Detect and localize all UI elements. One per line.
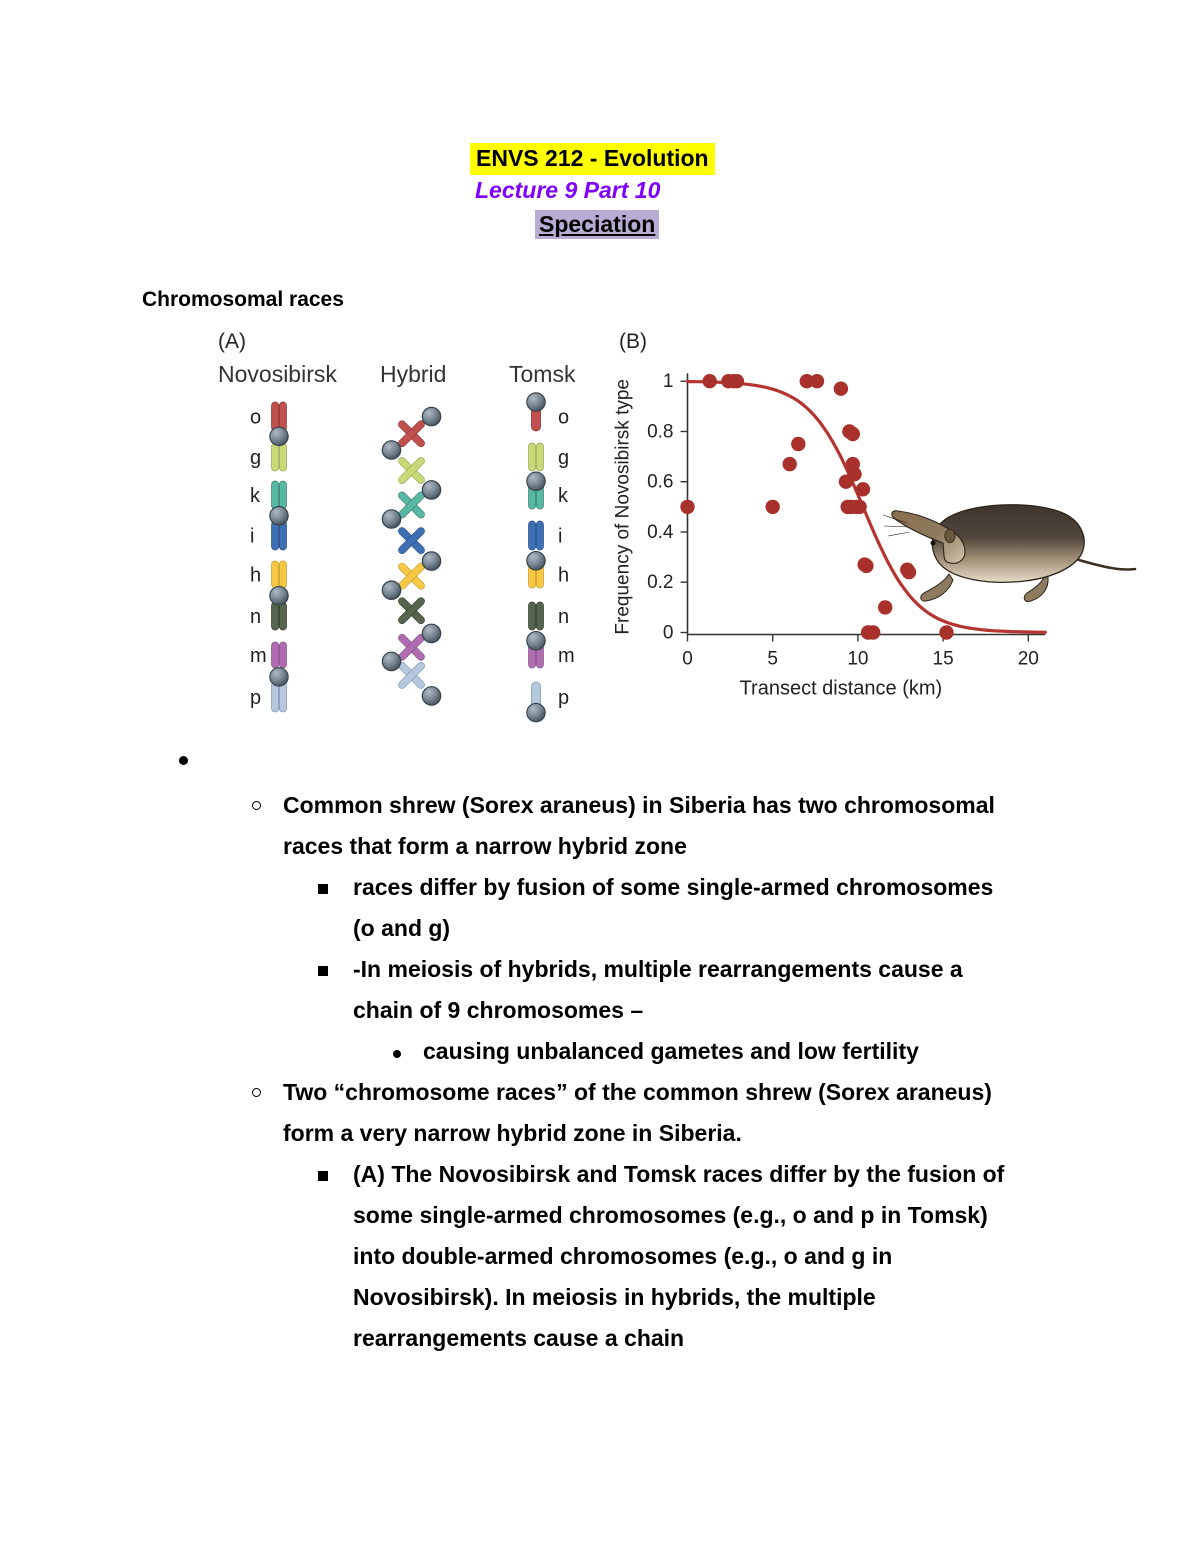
svg-text:Hybrid: Hybrid [380, 361, 446, 387]
svg-text:h: h [558, 565, 569, 587]
svg-text:0.6: 0.6 [647, 472, 673, 493]
svg-text:o: o [558, 407, 569, 429]
svg-text:k: k [250, 485, 261, 507]
svg-text:o: o [250, 407, 261, 429]
svg-text:i: i [558, 526, 562, 548]
svg-text:0: 0 [682, 649, 693, 670]
svg-text:g: g [558, 447, 569, 469]
svg-text:0: 0 [663, 623, 674, 644]
svg-text:p: p [558, 687, 569, 709]
svg-text:10: 10 [847, 649, 868, 670]
svg-text:n: n [558, 606, 569, 628]
svg-text:m: m [250, 645, 267, 667]
svg-text:n: n [250, 606, 261, 628]
svg-text:p: p [250, 687, 261, 709]
svg-text:5: 5 [767, 649, 778, 670]
svg-text:g: g [250, 447, 261, 469]
svg-text:Frequency of Novosibirsk type: Frequency of Novosibirsk type [613, 379, 634, 635]
svg-text:Transect distance (km): Transect distance (km) [740, 678, 943, 700]
svg-text:m: m [558, 645, 575, 667]
svg-text:k: k [558, 485, 569, 507]
svg-text:i: i [250, 526, 254, 548]
svg-text:(A): (A) [218, 330, 246, 353]
svg-text:h: h [250, 565, 261, 587]
svg-text:15: 15 [933, 649, 954, 670]
svg-text:Tomsk: Tomsk [509, 361, 576, 387]
svg-text:Novosibirsk: Novosibirsk [218, 361, 337, 387]
svg-text:20: 20 [1018, 649, 1039, 670]
svg-text:1: 1 [663, 371, 674, 392]
svg-text:0.4: 0.4 [647, 522, 674, 543]
svg-text:0.8: 0.8 [647, 422, 673, 443]
svg-text:0.2: 0.2 [647, 572, 673, 593]
